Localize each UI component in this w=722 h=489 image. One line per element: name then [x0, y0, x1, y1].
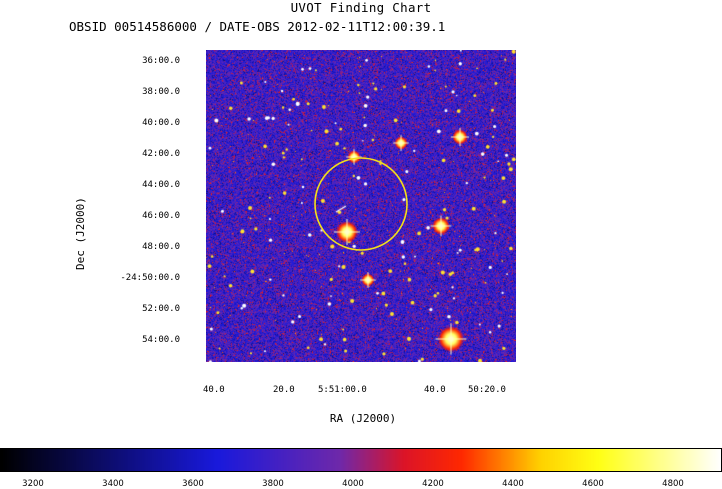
dec-tick-label: 38:00.0 [142, 87, 180, 97]
colorbar-tick-label: 4600 [582, 479, 604, 489]
colorbar-tick-label: 3400 [102, 479, 124, 489]
dec-tick-label: 44:00.0 [142, 180, 180, 190]
dec-axis-label: Dec (J2000) [74, 197, 87, 270]
colorbar [0, 448, 722, 472]
ra-tick-label: 40.0 [203, 385, 225, 395]
ra-axis-label: RA (J2000) [329, 412, 397, 425]
colorbar-tick-label: 3600 [182, 479, 204, 489]
colorbar-tick-label: 4000 [342, 479, 364, 489]
overlay-layer [314, 157, 408, 251]
colorbar-tick-label: 3800 [262, 479, 284, 489]
dec-tick-label: 48:00.0 [142, 242, 180, 252]
dec-tick-label: 52:00.0 [142, 304, 180, 314]
ra-tick-label: 5:51:00.0 [318, 385, 367, 395]
dec-tick-label: -24:50:00.0 [120, 273, 180, 283]
chart-subtitle: OBSID 00514586000 / DATE-OBS 2012-02-11T… [69, 19, 446, 34]
ra-tick-label: 20.0 [273, 385, 295, 395]
sky-image [206, 50, 516, 362]
dec-tick-label: 54:00.0 [142, 335, 180, 345]
chart-title: UVOT Finding Chart [290, 0, 432, 15]
colorbar-tick-label: 4800 [662, 479, 684, 489]
dec-tick-label: 42:00.0 [142, 149, 180, 159]
ra-tick-label: 50:20.0 [468, 385, 506, 395]
source-region-circle [314, 157, 408, 251]
dec-tick-label: 36:00.0 [142, 56, 180, 66]
ra-tick-label: 40.0 [424, 385, 446, 395]
colorbar-tick-label: 3200 [22, 479, 44, 489]
dec-tick-label: 46:00.0 [142, 211, 180, 221]
colorbar-tick-label: 4400 [502, 479, 524, 489]
colorbar-tick-label: 4200 [422, 479, 444, 489]
dec-tick-label: 40:00.0 [142, 118, 180, 128]
